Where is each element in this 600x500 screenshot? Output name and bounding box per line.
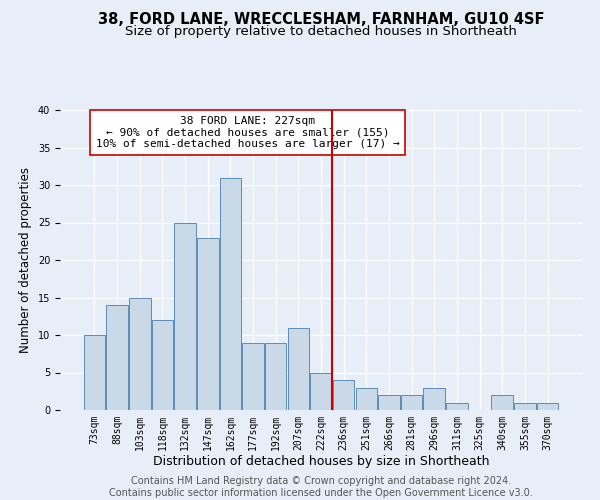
Bar — [265, 342, 286, 410]
Text: 38 FORD LANE: 227sqm
← 90% of detached houses are smaller (155)
10% of semi-deta: 38 FORD LANE: 227sqm ← 90% of detached h… — [96, 116, 400, 149]
Text: 38, FORD LANE, WRECCLESHAM, FARNHAM, GU10 4SF: 38, FORD LANE, WRECCLESHAM, FARNHAM, GU1… — [98, 12, 544, 28]
Bar — [287, 328, 309, 410]
Bar — [514, 402, 536, 410]
Bar — [333, 380, 355, 410]
Bar — [84, 335, 105, 410]
Bar — [446, 402, 467, 410]
Bar — [152, 320, 173, 410]
Bar — [197, 238, 218, 410]
Text: Distribution of detached houses by size in Shortheath: Distribution of detached houses by size … — [153, 454, 489, 468]
Bar — [491, 395, 513, 410]
Bar — [537, 402, 558, 410]
Bar — [310, 372, 332, 410]
Bar — [401, 395, 422, 410]
Bar — [106, 305, 128, 410]
Text: Size of property relative to detached houses in Shortheath: Size of property relative to detached ho… — [125, 25, 517, 38]
Bar — [220, 178, 241, 410]
Bar — [242, 342, 264, 410]
Bar — [424, 388, 445, 410]
Y-axis label: Number of detached properties: Number of detached properties — [19, 167, 32, 353]
Bar — [175, 222, 196, 410]
Text: Contains HM Land Registry data © Crown copyright and database right 2024.
Contai: Contains HM Land Registry data © Crown c… — [109, 476, 533, 498]
Bar — [378, 395, 400, 410]
Bar — [129, 298, 151, 410]
Bar — [356, 388, 377, 410]
